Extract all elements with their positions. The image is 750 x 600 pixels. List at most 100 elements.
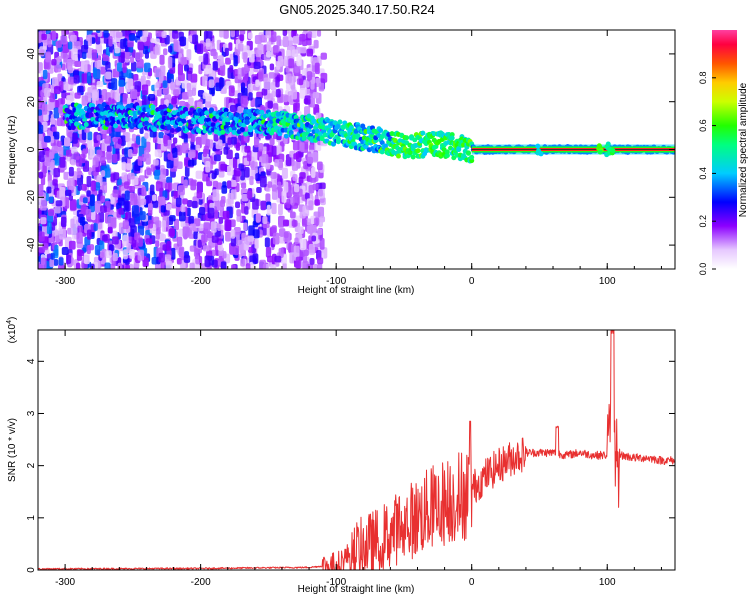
spectrogram-cell	[128, 218, 136, 228]
spectrogram-cell	[192, 34, 199, 45]
spectrogram-cell	[189, 262, 195, 269]
spectrogram-cell	[363, 144, 369, 150]
spectrogram-cell	[231, 126, 237, 132]
spectrogram-cell	[163, 134, 168, 147]
spectrogram-cell	[210, 221, 217, 233]
spectrogram-cell	[148, 219, 154, 229]
spectrogram-cell	[96, 134, 101, 141]
spectrogram-cell	[240, 182, 247, 189]
spectrogram-cell	[268, 72, 276, 79]
spectrogram-cell	[253, 136, 259, 148]
spectrogram-cell	[308, 200, 314, 211]
spectrogram-cell	[270, 81, 277, 91]
spectrogram-cell	[221, 185, 228, 194]
spectrogram-cell	[160, 261, 166, 269]
spectrogram-cell	[219, 77, 224, 89]
spectrogram-cell	[111, 78, 118, 91]
spectrogram-cell	[204, 110, 210, 116]
spectrogram-cell	[61, 216, 67, 228]
spectrogram-cell	[38, 196, 41, 207]
spectrogram-cell	[275, 88, 281, 98]
spectrogram-cell	[294, 66, 300, 73]
snr-series-line	[38, 330, 675, 570]
spectrogram-cell	[283, 231, 289, 239]
spectrogram-cell	[223, 30, 229, 39]
spectrogram-cell	[264, 237, 270, 248]
spectrogram-cell	[193, 247, 199, 257]
spectrogram-cell	[262, 216, 268, 224]
spectrogram-cell	[230, 264, 236, 269]
spectrogram-cell	[193, 231, 198, 240]
x-tick-label: -100	[326, 577, 346, 588]
spectrogram-cell	[198, 55, 205, 62]
spectrogram-cell	[311, 235, 317, 242]
spectrogram-cell	[162, 86, 170, 95]
spectrogram-cell	[151, 200, 159, 208]
spectrogram-cell	[53, 259, 59, 266]
spectrogram-cell	[241, 82, 246, 94]
spectrogram-cell	[81, 183, 87, 191]
spectrogram-cell	[83, 252, 90, 265]
spectrogram-cell	[50, 252, 55, 260]
spectrogram-cell	[113, 123, 119, 129]
spectrogram-cell	[270, 31, 277, 43]
spectrogram-cell	[58, 257, 64, 266]
spectrogram-cell	[120, 38, 127, 49]
spectrogram-cell	[103, 168, 111, 178]
spectrogram-cell	[184, 64, 189, 72]
spectrogram-cell	[274, 255, 282, 263]
spectrogram-cell	[86, 245, 91, 254]
x-tick-label: -300	[55, 276, 75, 287]
spectrogram-cell	[74, 60, 82, 67]
spectrogram-cell	[317, 257, 324, 265]
spectrogram-cell	[101, 170, 106, 177]
spectrogram-cell	[212, 142, 217, 152]
spectrogram-cell	[256, 186, 262, 194]
snr-scale-base: (x10	[7, 323, 18, 343]
spectrogram-cell	[216, 182, 223, 190]
spectrogram-cell	[291, 49, 299, 58]
spectrogram-cell	[127, 40, 134, 48]
spectrogram-cell	[80, 62, 88, 72]
spectrogram-cell	[272, 232, 280, 245]
spectrogram-cell	[597, 149, 603, 155]
y-tick-label: 0	[26, 146, 37, 152]
spectrogram-cell	[70, 159, 77, 166]
spectrogram-cell	[162, 190, 168, 199]
spectrogram-cell	[220, 64, 226, 76]
spectrogram-cell	[314, 62, 320, 75]
spectrogram-cell	[62, 42, 70, 53]
spectrogram-y-label: Frequency (Hz)	[7, 116, 18, 185]
spectrogram-cell	[285, 73, 292, 84]
spectrogram-cell	[230, 236, 237, 247]
spectrogram-cell	[247, 235, 255, 242]
spectrogram-cell	[127, 172, 135, 180]
spectrogram-cell	[81, 95, 89, 106]
spectrogram-cell	[65, 189, 72, 197]
spectrogram-cell	[255, 97, 263, 108]
spectrogram-cell	[40, 199, 47, 211]
spectrogram-cell	[244, 145, 251, 153]
spectrogram-cell	[293, 184, 300, 193]
spectrogram-cell	[261, 88, 268, 96]
spectrogram-cell	[318, 217, 324, 228]
spectrogram-cell	[38, 49, 45, 57]
spectrogram-cell	[271, 90, 276, 98]
spectrogram-cell	[255, 173, 260, 182]
spectrogram-cell	[208, 79, 215, 88]
spectrogram-cell	[38, 183, 44, 196]
spectrogram-cell	[282, 36, 289, 48]
spectrogram-cell	[130, 193, 138, 206]
spectrogram-cell	[283, 181, 289, 193]
spectrogram-cell	[118, 79, 125, 87]
spectrogram-cell	[124, 190, 130, 201]
spectrogram-cell	[259, 175, 267, 188]
spectrogram-cell	[275, 76, 280, 88]
spectrogram-cell	[156, 81, 161, 88]
spectrogram-cell	[54, 244, 59, 256]
spectrogram-cell	[535, 143, 541, 149]
spectrogram-cell	[86, 47, 92, 58]
spectrogram-cell	[98, 212, 105, 223]
spectrogram-cell	[230, 30, 235, 38]
spectrogram-cell	[301, 218, 308, 227]
